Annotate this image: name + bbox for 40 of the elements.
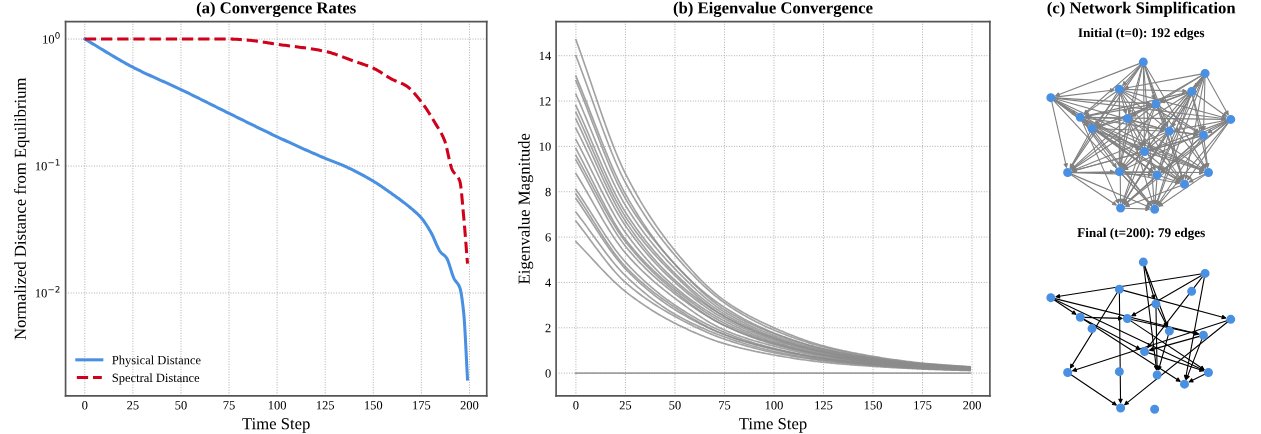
x-tick-label: 50 bbox=[669, 401, 681, 410]
x-tick-label: 175 bbox=[413, 401, 431, 410]
y-tick-label: 0 bbox=[545, 369, 551, 378]
y-tick-label: 12 bbox=[539, 97, 551, 106]
x-tick-label: 0 bbox=[82, 401, 88, 410]
chart-title: (a) Convergence Rates bbox=[196, 1, 356, 18]
x-axis-title: Time Step bbox=[242, 418, 310, 433]
chart-title: (b) Eigenvalue Convergence bbox=[673, 1, 873, 18]
x-tick-label: 100 bbox=[268, 401, 287, 410]
x-axis-title: Time Step bbox=[739, 418, 807, 433]
y-tick-label: 10 bbox=[539, 142, 551, 151]
x-tick-label: 25 bbox=[619, 401, 632, 410]
x-tick-label: 125 bbox=[815, 401, 833, 410]
y-tick-label: 2 bbox=[545, 323, 551, 333]
x-tick-label: 175 bbox=[914, 401, 932, 410]
y-tick-label: 14 bbox=[539, 51, 552, 61]
x-tick-label: 150 bbox=[864, 401, 882, 410]
x-tick-label: 75 bbox=[223, 401, 235, 410]
x-tick-label: 25 bbox=[127, 401, 139, 410]
x-tick-label: 75 bbox=[719, 401, 731, 410]
text: Final (t=200): 79 edges bbox=[1077, 227, 1205, 240]
y-axis-title: Normalized Distance from Equilibrium bbox=[14, 77, 30, 340]
y-tick-label: 10$^{0}$ bbox=[43, 32, 60, 44]
legend-label: Spectral Distance bbox=[112, 373, 200, 385]
y-tick-label: 4 bbox=[545, 278, 552, 287]
y-axis-title: Eigenvalue Magnitude bbox=[518, 133, 534, 284]
x-tick-label: 125 bbox=[316, 401, 335, 410]
x-tick-label: 50 bbox=[175, 401, 187, 410]
x-tick-label: 200 bbox=[460, 401, 479, 410]
y-tick-label: 6 bbox=[545, 233, 551, 242]
text: Initial (t=0): 192 edges bbox=[1078, 27, 1205, 40]
legend-label: Physical Distance bbox=[112, 355, 201, 367]
x-tick-label: 100 bbox=[765, 401, 783, 410]
y-tick-label: 10$^{−1}$ bbox=[35, 159, 60, 171]
x-tick-label: 150 bbox=[365, 401, 383, 410]
text: (c) Network Simplification bbox=[1047, 1, 1236, 17]
y-tick-label: 8 bbox=[545, 187, 551, 197]
x-tick-label: 200 bbox=[963, 401, 981, 410]
x-tick-label: 0 bbox=[573, 401, 579, 410]
y-tick-label: 10$^{−2}$ bbox=[35, 286, 60, 298]
